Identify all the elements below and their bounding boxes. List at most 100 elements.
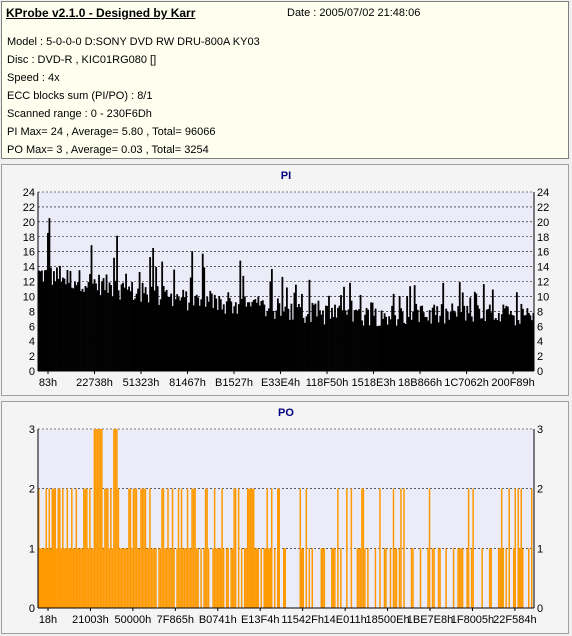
data-bar — [503, 308, 506, 371]
data-bar — [213, 488, 216, 608]
data-bar — [385, 316, 387, 371]
data-bar — [352, 321, 354, 371]
data-bar — [120, 284, 123, 371]
data-bar — [45, 269, 48, 371]
data-bar — [56, 548, 58, 608]
data-bar — [281, 276, 284, 371]
data-bar — [431, 548, 434, 608]
x-tick-label: 18B866h — [398, 377, 442, 389]
data-bar — [505, 548, 507, 608]
data-bar — [173, 269, 176, 371]
data-bar — [517, 488, 519, 608]
data-bar — [308, 548, 311, 608]
data-bar — [350, 488, 353, 608]
data-bar — [499, 321, 502, 371]
data-bar — [50, 267, 52, 371]
data-bar — [215, 298, 218, 371]
data-bar — [59, 265, 61, 371]
data-bar — [42, 548, 45, 608]
data-bar — [367, 309, 369, 371]
data-bar — [284, 548, 286, 608]
y-tick-label-left: 10 — [23, 291, 35, 303]
data-bar — [122, 282, 124, 371]
data-bar — [317, 300, 320, 371]
data-bar — [204, 488, 207, 608]
data-bar — [164, 548, 166, 608]
data-bar — [86, 488, 88, 608]
data-bar — [140, 488, 142, 608]
data-bar — [521, 308, 524, 371]
data-bar — [182, 548, 184, 608]
data-bar — [80, 548, 82, 608]
x-tick-label: 200F89h — [491, 377, 534, 389]
data-bar — [237, 304, 240, 371]
data-bar — [428, 488, 431, 608]
data-bar — [302, 548, 305, 608]
data-bar — [374, 548, 377, 608]
data-bar — [368, 325, 371, 371]
pi-summary-line: PI Max= 24 , Average= 5.80 , Total= 9606… — [7, 126, 216, 138]
data-bar — [186, 488, 189, 608]
data-bar — [213, 294, 216, 371]
data-bar — [276, 298, 279, 371]
data-bar — [305, 316, 308, 371]
data-bar — [84, 285, 87, 371]
data-bar — [75, 285, 78, 371]
data-bar — [460, 312, 463, 371]
y-tick-label-right: 0 — [537, 603, 543, 615]
data-bar — [499, 548, 501, 608]
data-bar — [227, 548, 229, 608]
data-bar — [248, 302, 251, 371]
data-bar — [472, 321, 475, 371]
data-bar — [467, 488, 470, 608]
data-bar — [397, 319, 400, 371]
x-tick-label: 1518E3h — [352, 377, 396, 389]
data-bar — [51, 488, 54, 608]
data-bar — [518, 323, 521, 371]
data-bar — [523, 315, 526, 371]
data-bar — [452, 548, 455, 608]
po-summary-line: PO Max= 3 , Average= 0.03 , Total= 3254 — [7, 144, 209, 156]
data-bar — [524, 315, 527, 371]
data-bar — [488, 304, 491, 371]
data-bar — [243, 548, 246, 608]
data-bar — [39, 271, 42, 371]
data-bar — [120, 548, 123, 608]
data-bar — [425, 317, 428, 371]
data-bar — [293, 292, 296, 371]
data-bar — [234, 302, 237, 371]
data-bar — [494, 318, 497, 371]
data-bar — [102, 278, 105, 371]
data-bar — [155, 548, 157, 608]
data-bar — [520, 488, 522, 608]
data-bar — [245, 306, 248, 371]
y-tick-label-right: 20 — [537, 217, 549, 229]
data-bar — [273, 318, 276, 371]
data-bar — [394, 315, 397, 371]
data-bar — [63, 548, 66, 608]
data-bar — [111, 548, 114, 608]
data-bar — [252, 488, 255, 608]
data-bar — [353, 310, 356, 371]
x-tick-label: 7F865h — [157, 614, 194, 626]
data-bar — [478, 308, 481, 371]
data-bar — [60, 548, 63, 608]
data-bar — [252, 299, 255, 371]
data-bar — [418, 321, 421, 371]
data-bar — [116, 429, 118, 608]
data-bar — [74, 548, 76, 608]
y-tick-label-left: 20 — [23, 217, 35, 229]
data-bar — [379, 325, 381, 371]
x-tick-label: 21003h — [72, 614, 109, 626]
data-bar — [177, 297, 180, 371]
data-bar — [62, 277, 64, 371]
data-bar — [404, 323, 407, 371]
data-bar — [284, 306, 287, 371]
data-bar — [249, 488, 252, 608]
data-bar — [233, 488, 235, 608]
x-tick-label: B1527h — [215, 377, 253, 389]
data-bar — [170, 293, 173, 371]
data-bar — [267, 308, 270, 371]
data-bar — [254, 548, 256, 608]
data-bar — [69, 548, 72, 608]
